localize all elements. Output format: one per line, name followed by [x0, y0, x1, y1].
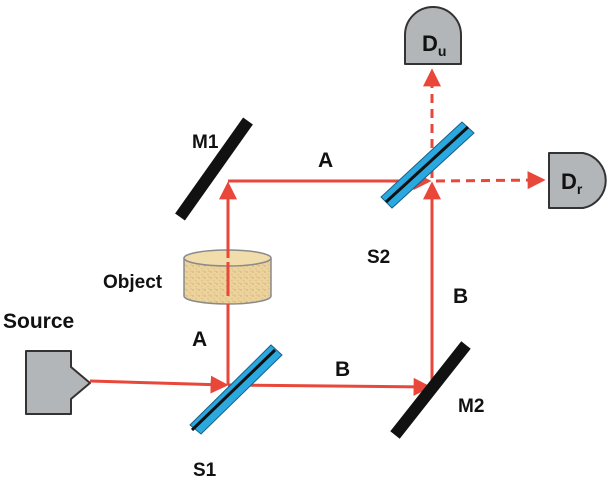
detector-du-sub: u — [438, 43, 447, 59]
label-source: Source — [3, 310, 74, 333]
beam-s2-to-dr — [435, 171, 546, 190]
detector-dr: Dr — [548, 152, 607, 209]
detector-dr-sub: r — [577, 181, 583, 197]
splitter-s2 — [380, 121, 475, 209]
label-s2: S2 — [367, 247, 390, 268]
beam-s1-to-m2 — [227, 377, 432, 396]
beam-source-to-s1 — [89, 375, 229, 394]
label-path-a-lower: A — [192, 328, 207, 351]
source-device — [25, 350, 91, 415]
beam-paths — [89, 68, 546, 396]
svg-text:Du: Du — [422, 31, 446, 59]
label-s1: S1 — [193, 460, 217, 481]
detector-du-main: D — [422, 31, 438, 56]
label-m2: M2 — [458, 396, 484, 417]
label-m1: M1 — [192, 132, 219, 153]
detector-du: Du — [404, 6, 462, 65]
label-path-a-upper: A — [318, 149, 333, 172]
label-path-b-right: B — [453, 285, 468, 308]
splitter-s1 — [189, 344, 283, 435]
label-path-b-lower: B — [335, 358, 350, 381]
mirror-m1 — [175, 117, 253, 221]
mirror-m2 — [390, 341, 471, 439]
source-shape — [25, 350, 91, 415]
label-object: Object — [103, 272, 163, 293]
detector-dr-main: D — [561, 169, 577, 194]
svg-text:Dr: Dr — [561, 169, 583, 197]
